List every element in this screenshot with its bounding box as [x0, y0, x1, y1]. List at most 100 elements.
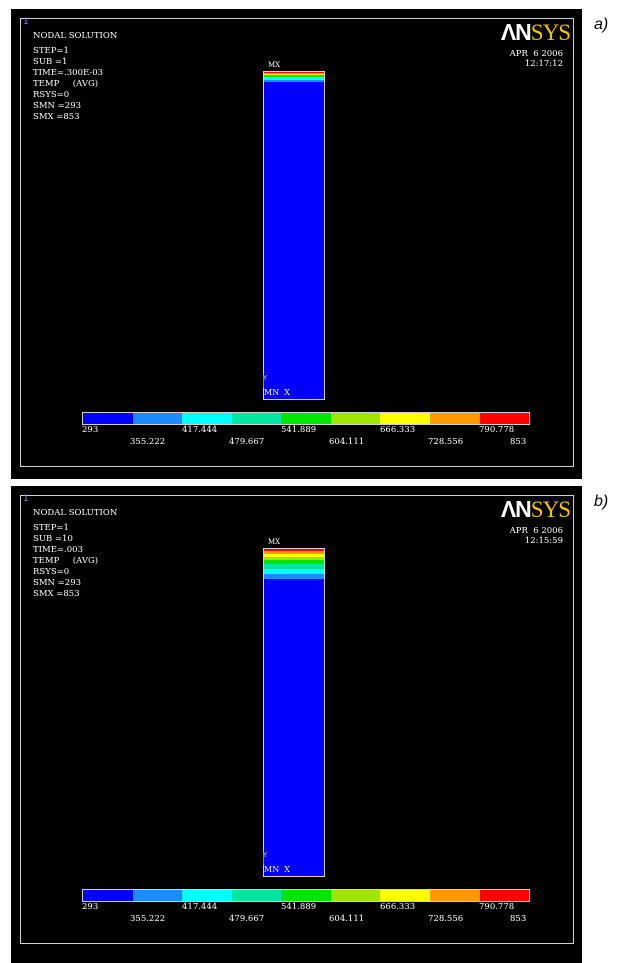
legend-tick: 790.778	[479, 902, 515, 912]
info-line-step: STEP=1	[33, 523, 69, 533]
y-axis-label: Y	[263, 851, 268, 859]
band-teal	[264, 564, 324, 569]
legend-swatch	[479, 413, 530, 424]
info-line-sub: SUB =1	[33, 57, 68, 67]
solution-info: NODAL SOLUTION STEP=1 SUB =10 TIME=.003 …	[33, 508, 117, 600]
band-yellow	[264, 554, 324, 557]
plot-frame: 1 NODAL SOLUTION STEP=1 SUB =1 TIME=.300…	[20, 17, 574, 467]
ansys-plot-window-b: 1 NODAL SOLUTION STEP=1 SUB =10 TIME=.00…	[11, 486, 582, 963]
legend-tick: 728.556	[428, 437, 464, 447]
legend-tick: 666.333	[380, 425, 416, 435]
legend-bottom-labels: 355.222 479.667 604.111 728.556 853	[82, 437, 530, 449]
plot-date: APR 6 2006 12:15:59	[510, 526, 563, 546]
legend-swatch	[231, 413, 282, 424]
legend-swatch	[429, 890, 480, 901]
legend-tick: 541.889	[281, 425, 317, 435]
max-marker-label: MX	[268, 61, 281, 69]
time-text: 12:15:59	[524, 536, 563, 546]
window-number: 1	[23, 494, 29, 504]
legend-swatch	[429, 413, 480, 424]
info-line-smn: SMN =293	[33, 101, 82, 111]
legend-tick: 355.222	[130, 437, 166, 447]
legend-bottom-labels: 355.222 479.667 604.111 728.556 853	[82, 914, 530, 926]
info-line-rsys: RSYS=0	[33, 567, 70, 577]
legend-swatch	[479, 890, 530, 901]
panel-label-b: b)	[594, 493, 609, 510]
legend-tick: 293	[82, 902, 99, 912]
axis-triad	[263, 851, 274, 865]
legend-swatch	[281, 890, 331, 901]
legend-swatch	[182, 890, 232, 901]
max-marker-label: MX	[268, 538, 281, 546]
solution-title: NODAL SOLUTION	[33, 508, 118, 518]
panel-label-a: a)	[594, 16, 609, 33]
band-yellow	[264, 74, 324, 75]
info-line-smx: SMX =853	[33, 112, 80, 122]
legend-tick: 541.889	[281, 902, 317, 912]
legend-tick: 728.556	[428, 914, 464, 924]
legend-swatch	[132, 413, 183, 424]
legend-tick: 417.444	[182, 425, 218, 435]
band-cyan	[264, 569, 324, 574]
solution-title: NODAL SOLUTION	[33, 31, 118, 41]
band-cyan	[264, 77, 324, 80]
legend-top-labels: 293 417.444 541.889 666.333 790.778	[82, 425, 530, 437]
legend-tick: 853	[510, 437, 527, 447]
legend-tick: 790.778	[479, 425, 515, 435]
ansys-plot-window-a: 1 NODAL SOLUTION STEP=1 SUB =1 TIME=.300…	[11, 9, 582, 479]
legend-top-labels: 293 417.444 541.889 666.333 790.778	[82, 902, 530, 914]
band-orange	[264, 551, 324, 554]
legend-swatch	[380, 890, 430, 901]
date-text: APR 6 2006	[509, 49, 563, 59]
window-number: 1	[23, 17, 29, 27]
band-red	[264, 549, 324, 551]
band-lightblue	[264, 574, 324, 579]
legend-tick: 479.667	[229, 914, 265, 924]
y-axis-label: Y	[263, 374, 268, 382]
legend-tick: 853	[510, 914, 527, 924]
legend-tick: 666.333	[380, 902, 416, 912]
legend-swatch	[380, 413, 430, 424]
date-text: APR 6 2006	[509, 526, 563, 536]
info-line-rsys: RSYS=0	[33, 90, 70, 100]
band-yellowgreen	[264, 557, 324, 560]
legend-swatch	[281, 413, 331, 424]
legend-tick: 355.222	[130, 914, 166, 924]
color-legend	[82, 412, 530, 425]
legend-swatch	[330, 413, 381, 424]
legend-tick: 604.111	[329, 914, 365, 924]
color-legend	[82, 889, 530, 902]
min-marker-label: MN X	[264, 865, 290, 874]
legend-swatch	[330, 890, 381, 901]
info-line-sub: SUB =10	[33, 534, 73, 544]
legend-tick: 293	[82, 425, 99, 435]
legend-swatch	[132, 890, 183, 901]
legend-tick: 479.667	[229, 437, 265, 447]
legend-tick: 604.111	[329, 437, 365, 447]
legend-swatch	[231, 890, 282, 901]
info-line-step: STEP=1	[33, 46, 69, 56]
info-line-smx: SMX =853	[33, 589, 80, 599]
band-green	[264, 560, 324, 564]
plot-date: APR 6 2006 12:17:12	[510, 49, 563, 69]
axis-triad	[263, 374, 274, 388]
legend-swatch	[83, 890, 133, 901]
band-red	[264, 72, 324, 73]
info-line-temp: TEMP (AVG)	[33, 79, 99, 89]
info-line-smn: SMN =293	[33, 578, 82, 588]
legend-tick: 417.444	[182, 902, 218, 912]
temperature-contour-bar	[263, 548, 325, 877]
ansys-logo: ΛNSYS	[500, 19, 571, 45]
min-marker-label: MN X	[264, 388, 290, 397]
band-lightblue	[264, 80, 324, 82]
time-text: 12:17:12	[524, 59, 563, 69]
legend-swatch	[182, 413, 232, 424]
band-orange	[264, 73, 324, 74]
band-green	[264, 75, 324, 77]
temperature-contour-bar	[263, 71, 325, 400]
info-line-temp: TEMP (AVG)	[33, 556, 99, 566]
solution-info: NODAL SOLUTION STEP=1 SUB =1 TIME=.300E-…	[33, 31, 117, 123]
legend-swatch	[83, 413, 133, 424]
plot-frame: 1 NODAL SOLUTION STEP=1 SUB =10 TIME=.00…	[20, 494, 574, 944]
info-line-time: TIME=.003	[33, 545, 83, 555]
